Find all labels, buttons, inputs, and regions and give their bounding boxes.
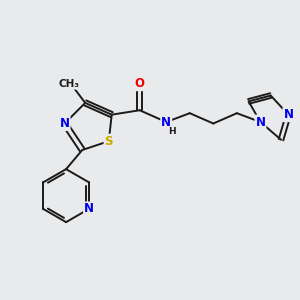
Text: N: N (84, 202, 94, 215)
Text: CH₃: CH₃ (58, 79, 80, 89)
Text: N: N (255, 116, 266, 128)
Text: N: N (161, 116, 171, 128)
Text: S: S (104, 135, 113, 148)
Text: N: N (284, 108, 293, 121)
Text: N: N (60, 117, 70, 130)
Text: O: O (135, 77, 145, 90)
Text: H: H (168, 127, 175, 136)
